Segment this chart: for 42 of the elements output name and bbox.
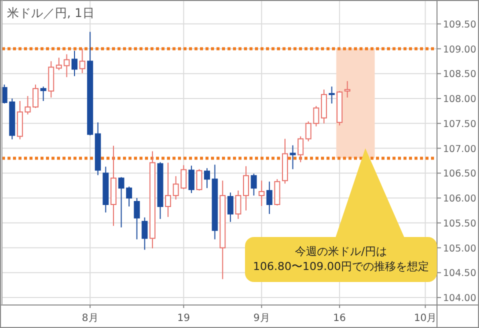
y-tick-label: 106.50 bbox=[443, 168, 476, 180]
y-tick-label: 107.50 bbox=[443, 118, 476, 130]
candlestick bbox=[204, 168, 210, 189]
y-tick-label: 105.50 bbox=[443, 218, 476, 230]
text: 米ドル／円, 1日 bbox=[7, 6, 94, 20]
candlestick bbox=[250, 173, 257, 196]
y-tick-label: 109.50 bbox=[443, 19, 476, 30]
candlestick bbox=[290, 144, 296, 170]
y-tick-label: 105.00 bbox=[443, 243, 476, 254]
candlestick bbox=[48, 60, 54, 98]
candlestick bbox=[274, 178, 280, 206]
candlestick bbox=[32, 84, 39, 108]
candlestick bbox=[79, 48, 86, 74]
candlestick bbox=[328, 86, 335, 104]
candlestick bbox=[243, 166, 250, 211]
candlestick bbox=[188, 165, 194, 194]
candlestick bbox=[258, 180, 265, 206]
candlestick bbox=[134, 198, 140, 240]
candlestick bbox=[227, 192, 234, 222]
candlestick bbox=[40, 86, 46, 102]
candlestick bbox=[320, 89, 327, 124]
candlestick bbox=[344, 80, 350, 98]
candlestick bbox=[165, 162, 172, 218]
candlestick bbox=[142, 216, 148, 250]
candlestick bbox=[266, 181, 272, 214]
y-tick-label: 106.00 bbox=[443, 194, 476, 205]
y-tick-label: 109.00 bbox=[443, 44, 476, 56]
x-tick-label: 9月 bbox=[253, 313, 270, 324]
y-tick-label: 108.50 bbox=[443, 69, 476, 80]
candlestick bbox=[298, 136, 304, 163]
x-tick-label: 19 bbox=[177, 313, 190, 324]
y-tick-label: 104.50 bbox=[443, 268, 476, 280]
x-tick-label: 10月 bbox=[414, 313, 437, 324]
y-tick-label: 104.00 bbox=[443, 293, 476, 304]
y-tick-label: 108.00 bbox=[443, 94, 476, 106]
candlestick bbox=[72, 50, 78, 77]
x-tick-label: 8月 bbox=[82, 313, 98, 324]
candlestick bbox=[196, 168, 202, 192]
x-tick-label: 16 bbox=[333, 313, 346, 324]
candlestick bbox=[235, 190, 242, 220]
y-tick-label: 107.00 bbox=[443, 144, 476, 155]
annotation: 今週の米ドル/円は 106.80〜109.00円での推移を想定 bbox=[253, 245, 429, 273]
